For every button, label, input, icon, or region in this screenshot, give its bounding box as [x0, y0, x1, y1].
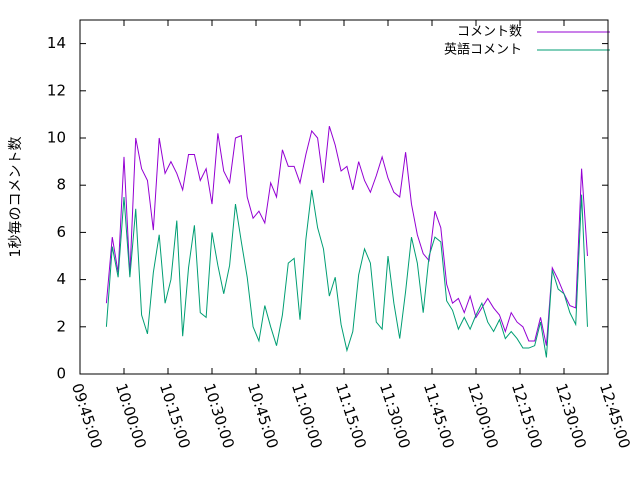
y-tick-label: 14	[47, 34, 66, 52]
y-tick-label: 8	[56, 176, 66, 194]
series-line	[105, 189, 588, 358]
plot-border	[79, 19, 609, 375]
y-tick-label: 0	[56, 365, 66, 383]
series-line	[105, 126, 588, 346]
y-tick-label: 12	[47, 81, 66, 99]
y-tick-label: 10	[47, 129, 66, 147]
legend-label: 英語コメント	[444, 42, 522, 58]
legend-label: コメント数	[457, 25, 522, 40]
y-tick-label: 4	[56, 270, 66, 288]
y-axis-label: 1秒毎のコメント数	[8, 137, 24, 258]
y-tick-label: 6	[56, 223, 66, 241]
y-tick-label: 2	[56, 317, 66, 335]
